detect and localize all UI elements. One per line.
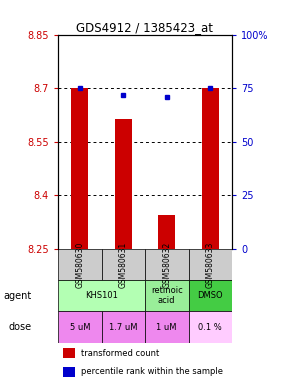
Bar <box>188 280 232 311</box>
Bar <box>63 348 75 358</box>
Bar <box>188 249 232 280</box>
Text: retinoic
acid: retinoic acid <box>151 286 183 305</box>
Text: agent: agent <box>4 291 32 301</box>
Bar <box>58 311 102 343</box>
Text: percentile rank within the sample: percentile rank within the sample <box>81 367 223 376</box>
Text: GDS4912 / 1385423_at: GDS4912 / 1385423_at <box>77 21 213 34</box>
Text: 5 uM: 5 uM <box>70 323 90 331</box>
Bar <box>145 280 188 311</box>
Text: 0.1 %: 0.1 % <box>198 323 222 331</box>
Bar <box>145 249 188 280</box>
Text: 1 uM: 1 uM <box>157 323 177 331</box>
Bar <box>202 88 219 249</box>
Bar <box>71 88 88 249</box>
Text: transformed count: transformed count <box>81 349 159 358</box>
Text: dose: dose <box>9 322 32 332</box>
Bar <box>63 367 75 377</box>
Bar <box>102 311 145 343</box>
Bar <box>145 311 188 343</box>
Text: DMSO: DMSO <box>197 291 223 300</box>
Bar <box>58 249 102 280</box>
Bar <box>102 249 145 280</box>
Text: GSM580632: GSM580632 <box>162 242 171 288</box>
Text: 1.7 uM: 1.7 uM <box>109 323 137 331</box>
Text: GSM580631: GSM580631 <box>119 242 128 288</box>
Bar <box>188 311 232 343</box>
Bar <box>115 119 132 249</box>
Text: GSM580633: GSM580633 <box>206 241 215 288</box>
Text: GSM580630: GSM580630 <box>75 241 84 288</box>
Text: KHS101: KHS101 <box>85 291 118 300</box>
Bar <box>58 280 145 311</box>
Bar <box>158 215 175 249</box>
